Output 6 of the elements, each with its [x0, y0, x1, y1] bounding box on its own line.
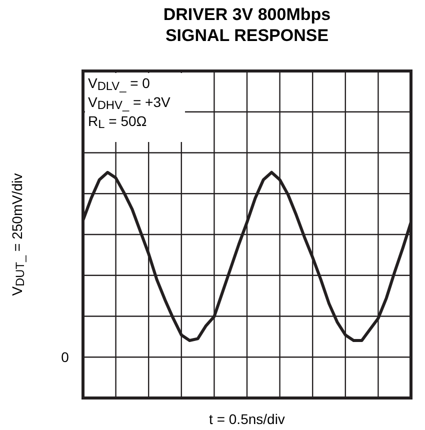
x-axis-title: t = 0.5ns/div	[209, 411, 285, 427]
chart-title: DRIVER 3V 800Mbps SIGNAL RESPONSE	[163, 5, 331, 45]
text: V$_{DLV_}$ = 0	[88, 75, 150, 94]
text: V$_{DHV_}$ = +3V	[88, 94, 171, 112]
text: R$_{L}$ = 50Ω	[88, 113, 147, 132]
text: 0	[61, 349, 70, 366]
